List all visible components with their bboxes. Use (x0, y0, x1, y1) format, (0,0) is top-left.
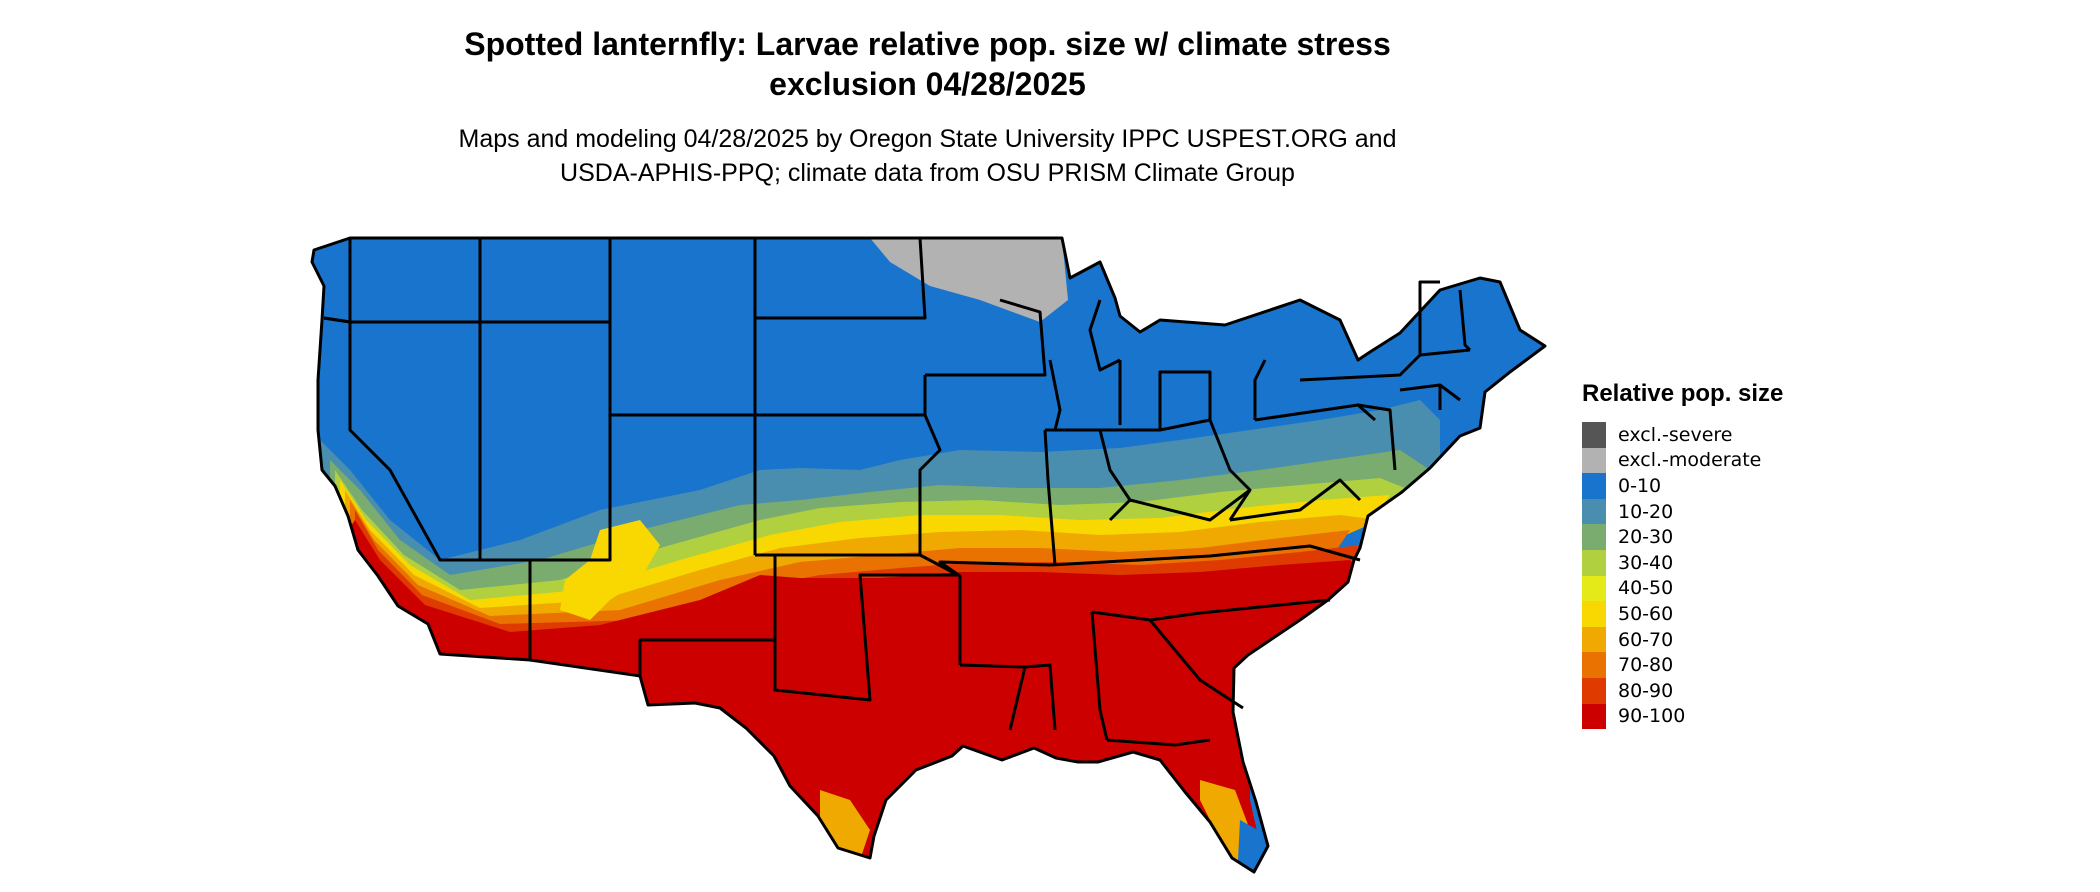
legend-item: excl.-moderate (1582, 447, 1783, 474)
legend-label: 40-50 (1618, 577, 1674, 600)
legend-label: excl.-severe (1618, 423, 1733, 446)
zone-florida-tip (1200, 780, 1250, 860)
legend-label: 90-100 (1618, 705, 1686, 728)
legend-item: 90-100 (1582, 703, 1783, 730)
legend-label: 80-90 (1618, 679, 1674, 702)
map-subtitle-line1: Maps and modeling 04/28/2025 by Oregon S… (458, 125, 1397, 153)
legend-swatch (1582, 498, 1606, 525)
map-title-line1: Spotted lanternfly: Larvae relative pop.… (464, 26, 1391, 62)
legend-label: excl.-moderate (1618, 449, 1762, 472)
legend-label: 60-70 (1618, 628, 1674, 651)
legend-item: 10-20 (1582, 498, 1783, 525)
zone-highland-50-60 (560, 520, 660, 620)
legend-swatch (1582, 652, 1606, 678)
legend-item: 60-70 (1582, 626, 1783, 653)
legend-swatch (1582, 601, 1606, 627)
legend: Relative pop. size excl.-severe excl.-mod… (1582, 380, 1784, 730)
legend-swatch (1582, 422, 1606, 448)
legend-item: 20-30 (1582, 524, 1783, 550)
legend-label: 70-80 (1618, 654, 1674, 677)
legend-swatch (1582, 447, 1606, 474)
legend-item: 80-90 (1582, 677, 1783, 704)
legend-label: 30-40 (1618, 551, 1674, 574)
legend-swatch (1582, 549, 1606, 576)
legend-item: 0-10 (1582, 473, 1783, 499)
legend-swatch (1582, 473, 1606, 499)
map-subtitle: Maps and modeling 04/28/2025 by Oregon S… (0, 122, 1855, 190)
state-boundaries (310, 236, 1547, 874)
legend-item: 30-40 (1582, 549, 1783, 576)
legend-item: 40-50 (1582, 575, 1783, 602)
legend-item: excl.-severe (1582, 422, 1783, 448)
legend-label: 0-10 (1618, 474, 1662, 497)
legend-item: 70-80 (1582, 652, 1783, 678)
legend-label: 20-30 (1618, 526, 1674, 549)
map-title-line2: exclusion 04/28/2025 (769, 66, 1086, 102)
us-population-map (310, 236, 1547, 874)
zone-excl-moderate (648, 238, 1068, 322)
legend-label: 50-60 (1618, 602, 1674, 625)
legend-swatch (1582, 524, 1606, 550)
legend-items: excl.-severe excl.-moderate 0-10 10-20 20-30… (1582, 422, 1783, 730)
legend-swatch (1582, 703, 1606, 730)
map-subtitle-line2: USDA-APHIS-PPQ; climate data from OSU PR… (560, 159, 1295, 187)
map-title: Spotted lanternfly: Larvae relative pop.… (0, 24, 1855, 104)
legend-title: Relative pop. size (1582, 380, 1784, 407)
legend-swatch (1582, 677, 1606, 704)
legend-swatch (1582, 626, 1606, 653)
legend-label: 10-20 (1618, 500, 1674, 523)
legend-item: 50-60 (1582, 601, 1783, 627)
legend-swatch (1582, 575, 1606, 602)
zone-florida-keys (1238, 820, 1264, 872)
